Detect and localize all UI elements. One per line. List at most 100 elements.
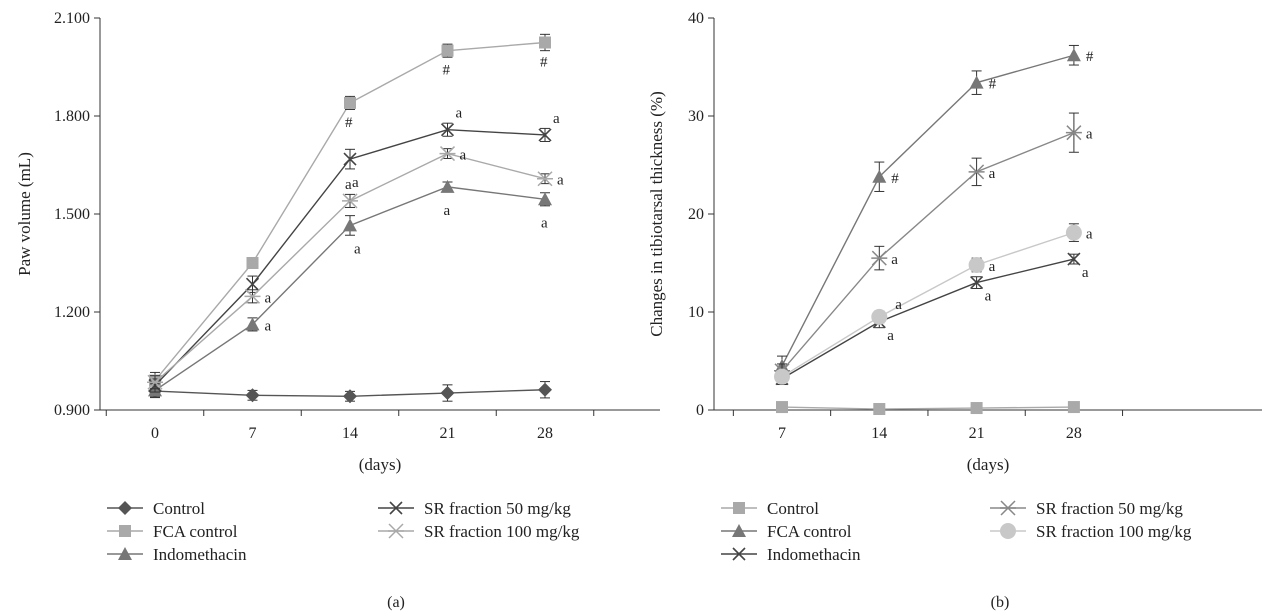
significance-annotation: a [887, 328, 894, 344]
significance-annotation: # [443, 63, 451, 79]
y-tick-label: 20 [688, 206, 704, 223]
legend-item: Control [107, 499, 205, 518]
data-point-marker [774, 368, 790, 385]
significance-annotation: a [265, 290, 272, 306]
significance-annotation: a [1086, 227, 1093, 243]
series-line [781, 258, 1075, 380]
data-point-marker [537, 171, 553, 187]
series-line [781, 132, 1075, 372]
x-tick-label: 21 [969, 425, 985, 442]
data-point-marker [776, 401, 788, 414]
data-point-marker [1065, 125, 1082, 141]
significance-annotation: a [989, 166, 996, 182]
data-point-marker [440, 123, 455, 137]
data-point-marker [970, 402, 983, 415]
legend-label: Indomethacin [153, 545, 247, 564]
series-fca-control: # # # [149, 33, 551, 390]
legend-label: SR fraction 100 mg/kg [424, 522, 580, 541]
data-point-marker [441, 44, 454, 57]
significance-annotation: a [1086, 127, 1093, 143]
significance-annotation: # [345, 115, 353, 131]
y-tick-label: 1.800 [54, 108, 90, 125]
data-point-marker [245, 317, 260, 331]
x-tick-label: 14 [871, 425, 887, 442]
x-tick-label: 28 [1066, 425, 1082, 442]
data-point-marker [968, 256, 985, 273]
legend-label: SR fraction 50 mg/kg [424, 499, 571, 518]
legend-swatch-marker [388, 523, 404, 539]
y-axis-title: Paw volume (mL) [15, 152, 34, 276]
x-axis-title: (days) [359, 455, 401, 474]
legend-swatch-marker [118, 547, 132, 560]
legend-item: SR fraction 100 mg/kg [378, 522, 580, 541]
significance-annotation: a [265, 318, 272, 334]
data-point-marker [344, 96, 356, 109]
legend-label: FCA control [767, 522, 852, 541]
data-point-marker [539, 36, 551, 49]
significance-annotation: a [460, 148, 467, 164]
significance-annotation: a [553, 111, 560, 127]
data-point-marker [147, 374, 163, 390]
legend-item: SR fraction 100 mg/kg [990, 522, 1192, 541]
significance-annotation: a [895, 297, 902, 313]
series-sr-fraction-100-mg-kg: aaa [774, 223, 1093, 385]
panel-label: (a) [387, 594, 405, 611]
series-line [781, 54, 1075, 367]
legend-label: SR fraction 50 mg/kg [1036, 499, 1183, 518]
y-tick-label: 0.900 [54, 402, 90, 419]
legend-label: Indomethacin [767, 545, 861, 564]
data-point-marker [440, 386, 455, 401]
data-point-marker [538, 128, 552, 142]
data-point-marker [872, 169, 887, 183]
y-tick-label: 40 [688, 10, 704, 27]
x-axis-title: (days) [967, 455, 1009, 474]
legend-label: FCA control [153, 522, 238, 541]
legend-swatch-marker [732, 547, 746, 561]
legend-item: SR fraction 50 mg/kg [378, 499, 571, 518]
legend-swatch-marker [389, 501, 403, 515]
series-indomethacin: aaa [775, 252, 1089, 386]
x-tick-label: 14 [342, 425, 358, 442]
data-point-marker [245, 388, 260, 403]
data-point-marker [873, 403, 886, 416]
data-point-marker [538, 382, 552, 397]
data-point-marker [538, 192, 552, 206]
data-point-marker [343, 218, 357, 232]
legend-label: Control [153, 499, 205, 518]
legend-item: FCA control [107, 522, 238, 541]
legend-swatch-marker [732, 524, 746, 537]
data-point-marker [871, 308, 888, 325]
legend-swatch-marker [733, 502, 745, 514]
legend-item: Indomethacin [721, 545, 861, 564]
legend-swatch-marker [1000, 500, 1016, 516]
significance-annotation: a [354, 241, 361, 257]
significance-annotation: a [444, 203, 451, 219]
legend: Control FCA control Indomethacin SR fractio… [721, 499, 1192, 564]
series-line [781, 231, 1075, 378]
y-tick-label: 0 [696, 402, 704, 419]
data-point-marker [245, 277, 260, 291]
series-line [781, 406, 1074, 410]
legend-item: Control [721, 499, 819, 518]
y-axis-title: Changes in tibiotarsal thickness (%) [647, 91, 666, 337]
x-tick-label: 0 [151, 425, 159, 442]
x-tick-label: 7 [249, 425, 257, 442]
data-point-marker [871, 250, 888, 266]
legend-swatch-marker [1000, 523, 1016, 539]
y-tick-label: 30 [688, 108, 704, 125]
data-point-marker [1066, 48, 1081, 62]
data-point-marker [968, 164, 985, 180]
significance-annotation: a [1082, 265, 1089, 281]
data-point-marker [244, 288, 261, 304]
data-point-marker [1067, 252, 1081, 266]
series-control [148, 381, 552, 404]
legend-swatch-marker [119, 525, 131, 537]
significance-annotation: a [985, 289, 992, 305]
significance-annotation: a [345, 177, 352, 193]
significance-annotation: # [989, 77, 997, 93]
significance-annotation: # [891, 171, 899, 187]
legend-label: SR fraction 100 mg/kg [1036, 522, 1192, 541]
data-point-marker [343, 389, 357, 404]
